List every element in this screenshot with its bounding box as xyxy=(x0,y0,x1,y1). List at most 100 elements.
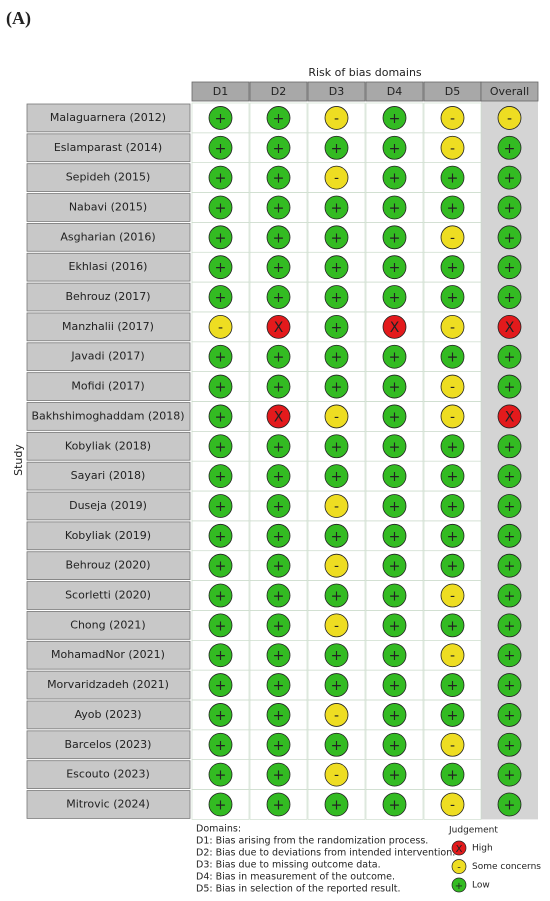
panel-label: (A) xyxy=(6,8,31,29)
judgement-symbol: + xyxy=(215,290,227,306)
judgement-symbol: + xyxy=(331,141,343,157)
judgement-circle xyxy=(324,374,349,399)
judgement-circle xyxy=(266,762,291,787)
judgement-circle xyxy=(208,583,233,608)
judgement-circle xyxy=(440,762,465,787)
judgement-circle xyxy=(440,165,465,190)
judgement-symbol: + xyxy=(273,797,285,813)
judgement-symbol: + xyxy=(215,141,227,157)
judgement-circle xyxy=(324,285,349,309)
study-cell xyxy=(26,103,191,133)
study-label: Ekhlasi (2016) xyxy=(69,260,148,273)
domain-description: D5: Bias in selection of the reported re… xyxy=(196,884,401,895)
judgement-symbol: + xyxy=(331,230,343,246)
legend-label: Low xyxy=(472,881,490,891)
judgement-circle xyxy=(440,523,465,548)
judgement-circle xyxy=(440,613,465,638)
judgement-circle xyxy=(440,583,465,608)
study-label: Behrouz (2017) xyxy=(65,290,150,303)
judgement-symbol: + xyxy=(504,797,516,813)
judgement-symbol: + xyxy=(331,380,343,396)
judgement-symbol: - xyxy=(334,768,339,784)
study-cell xyxy=(26,491,191,521)
judgement-symbol: - xyxy=(450,230,455,246)
judgement-symbol: + xyxy=(389,409,401,425)
judgement-symbol: + xyxy=(447,499,459,515)
judgement-circle xyxy=(497,374,522,399)
study-cell xyxy=(26,372,191,401)
judgement-circle xyxy=(497,673,522,697)
judgement-circle xyxy=(266,135,291,160)
judgement-symbol: X xyxy=(274,320,284,336)
judgement-symbol: + xyxy=(273,469,285,485)
judgement-circle xyxy=(497,494,522,518)
judgement-symbol: + xyxy=(447,708,459,724)
judgement-symbol: + xyxy=(215,439,227,455)
column-header-label: D3 xyxy=(329,85,344,98)
judgement-symbol: - xyxy=(450,797,455,813)
judgement-symbol: + xyxy=(331,200,343,216)
study-cell xyxy=(26,730,191,760)
judgement-circle xyxy=(497,583,522,608)
judgement-symbol: + xyxy=(215,469,227,485)
judgement-symbol: + xyxy=(389,797,401,813)
judgement-circle xyxy=(382,404,407,429)
study-label: Mitrovic (2024) xyxy=(66,797,150,810)
judgement-symbol: + xyxy=(331,260,343,276)
study-cell xyxy=(26,163,191,192)
judgement-symbol: + xyxy=(389,618,401,634)
domain-description: D4: Bias in measurement of the outcome. xyxy=(196,872,395,883)
study-label: Escouto (2023) xyxy=(66,768,150,781)
judgement-symbol: + xyxy=(273,380,285,396)
judgement-circle xyxy=(497,434,522,459)
y-label: Study xyxy=(12,444,25,476)
judgement-circle xyxy=(497,285,522,309)
legend-symbol: - xyxy=(457,863,461,874)
study-label: Bakhshimoghaddam (2018) xyxy=(31,409,184,422)
judgement-symbol: + xyxy=(447,469,459,485)
judgement-circle xyxy=(266,523,291,548)
judgement-circle xyxy=(382,225,407,250)
judgement-circle xyxy=(266,583,291,608)
study-label: Eslamparast (2014) xyxy=(54,141,162,154)
judgement-circle xyxy=(324,732,349,757)
judgement-circle xyxy=(208,225,233,250)
judgement-circle xyxy=(266,494,291,518)
judgement-symbol: + xyxy=(504,768,516,784)
judgement-symbol: + xyxy=(273,559,285,575)
legend-circle xyxy=(451,840,467,856)
judgement-symbol: + xyxy=(504,260,516,276)
judgement-circle xyxy=(497,523,522,548)
judgement-circle xyxy=(382,762,407,787)
judgement-symbol: + xyxy=(447,290,459,306)
judgement-circle xyxy=(266,613,291,638)
judgement-symbol: + xyxy=(215,559,227,575)
judgement-circle xyxy=(497,255,522,280)
judgement-circle xyxy=(440,255,465,280)
judgement-circle xyxy=(440,494,465,518)
judgement-symbol: + xyxy=(273,260,285,276)
judgement-symbol: - xyxy=(450,320,455,336)
legend-circle xyxy=(451,859,467,874)
study-label: Kobyliak (2019) xyxy=(65,529,151,542)
judgement-circle xyxy=(440,673,465,697)
judgement-circle xyxy=(266,165,291,190)
judgement-symbol: + xyxy=(389,111,401,127)
judgement-circle xyxy=(497,464,522,489)
study-cell xyxy=(26,252,191,282)
judgement-circle xyxy=(497,732,522,757)
judgement-symbol: X xyxy=(390,320,400,336)
judgement-circle xyxy=(382,643,407,668)
judgement-circle xyxy=(497,762,522,787)
judgement-circle xyxy=(266,792,291,817)
legend-circle xyxy=(451,877,467,893)
judgement-circle xyxy=(266,285,291,309)
judgement-symbol: - xyxy=(450,141,455,157)
judgement-circle xyxy=(440,703,465,727)
judgement-circle xyxy=(266,374,291,399)
study-cell xyxy=(26,581,191,610)
judgement-symbol: + xyxy=(331,290,343,306)
judgement-circle xyxy=(208,732,233,757)
judgement-symbol: X xyxy=(505,320,515,336)
judgement-circle xyxy=(208,523,233,548)
